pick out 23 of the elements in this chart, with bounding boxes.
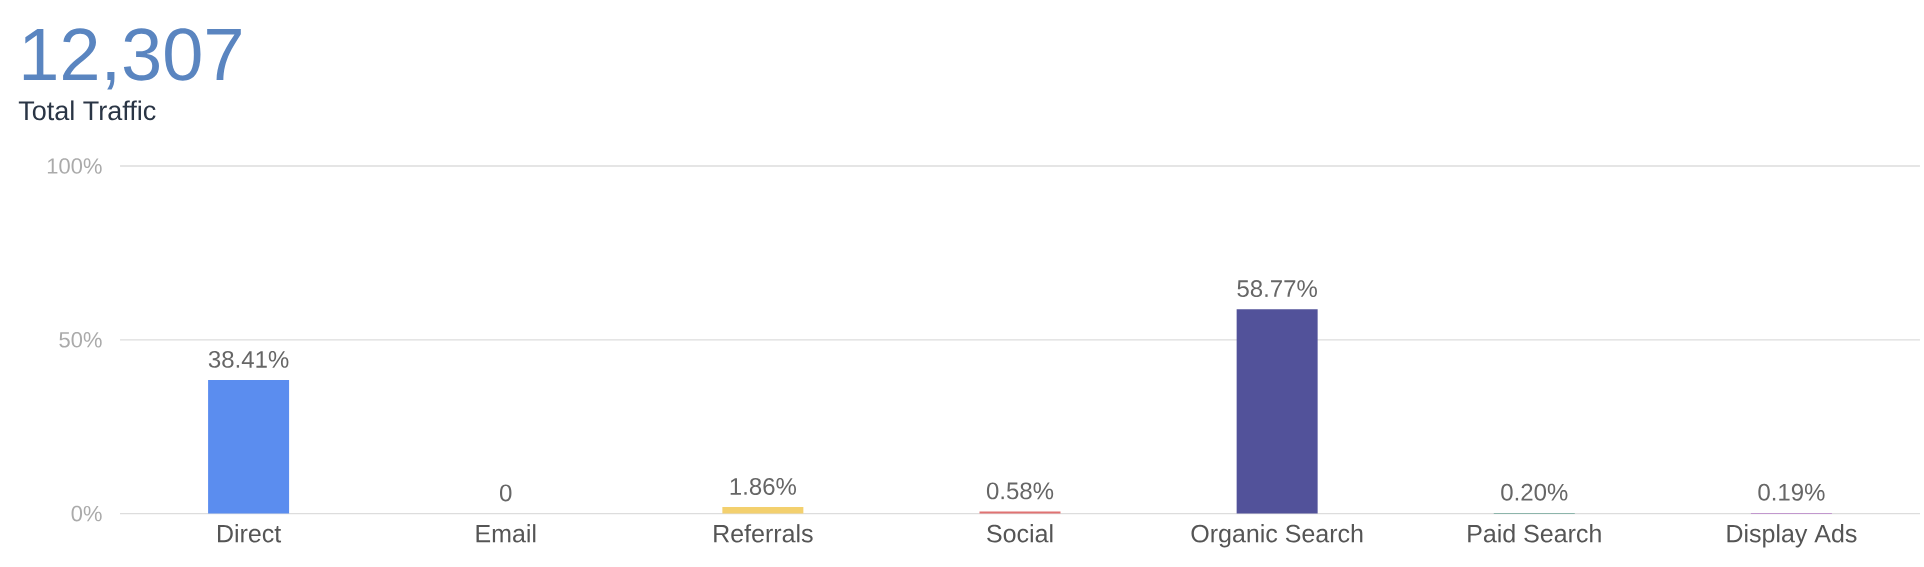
bar [208, 380, 290, 514]
data-label: 0 [500, 484, 512, 502]
x-tick-label: Social [987, 524, 1053, 543]
bar [1236, 309, 1318, 514]
x-tick-label: Email [476, 524, 536, 543]
chart-subtitle: Total Traffic [18, 100, 156, 121]
y-tick-label: 100% [47, 158, 102, 174]
data-label: 0.20% [1501, 483, 1568, 501]
bar [979, 511, 1061, 514]
data-label: 58.77% [1237, 280, 1317, 298]
y-tick-label: 0% [71, 505, 102, 522]
x-tick-label: Direct [218, 524, 282, 543]
data-label: 38.41% [208, 350, 289, 368]
x-tick-label: Paid Search [1468, 524, 1601, 543]
data-label: 0.19% [1758, 483, 1825, 501]
data-label: 1.86% [730, 477, 797, 495]
chart-title: 12,307 [23, 28, 241, 90]
x-tick-label: Referrals [714, 524, 813, 543]
bar [722, 507, 804, 514]
y-tick-label: 50% [59, 331, 102, 348]
data-label: 0.58% [986, 482, 1054, 500]
x-tick-label: Organic Search [1191, 524, 1363, 548]
x-tick-label: Display Ads [1727, 524, 1857, 548]
